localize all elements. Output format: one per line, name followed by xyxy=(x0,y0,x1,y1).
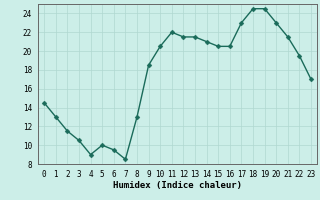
X-axis label: Humidex (Indice chaleur): Humidex (Indice chaleur) xyxy=(113,181,242,190)
